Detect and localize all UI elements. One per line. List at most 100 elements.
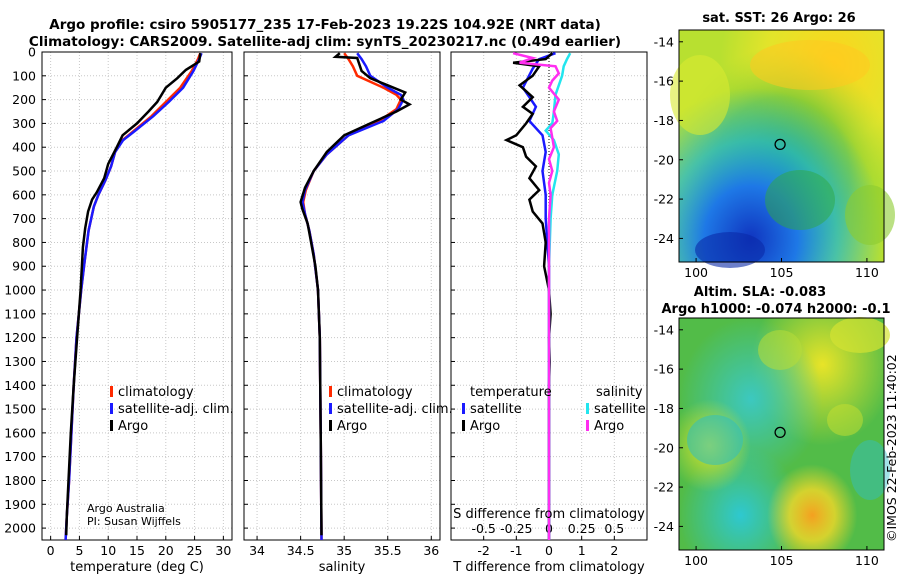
- x-tick-label: 5: [75, 543, 83, 558]
- legend-marker-climatology: [110, 386, 113, 397]
- map-lat-label: -16: [654, 74, 674, 89]
- t-difference-axis-ticks: -2 -1 0 1 2: [477, 543, 618, 558]
- map-lon-label: 105: [770, 553, 794, 568]
- x-tick-label: 15: [129, 543, 145, 558]
- depth-tick-label: 200: [12, 92, 36, 107]
- map-lon-label: 110: [855, 265, 879, 280]
- depth-tick-label: 1500: [4, 402, 36, 417]
- depth-tick-label: 1400: [4, 378, 36, 393]
- credit-pi: PI: Susan Wijffels: [87, 515, 181, 528]
- legend-label-climatology: climatology: [118, 385, 194, 400]
- map-lat-label: -20: [654, 440, 674, 455]
- x-tick-label: 34: [249, 543, 265, 558]
- depth-axis-ticks: 0 100 200 300 400 500 600 700 800 900 1000 1100 1200…: [4, 45, 36, 536]
- x-tick-label: 25: [187, 543, 203, 558]
- credit-institution: Argo Australia: [87, 502, 165, 515]
- s-diff-tick-label: 0.25: [568, 521, 596, 536]
- legend-marker-argo: [329, 420, 332, 431]
- depth-tick-label: 1000: [4, 283, 36, 298]
- depth-tick-label: 600: [12, 187, 36, 202]
- map-lat-label: -22: [654, 192, 674, 207]
- t-difference-axis-label: T difference from climatology: [452, 560, 645, 575]
- depth-tick-label: 400: [12, 140, 36, 155]
- legend-marker-argo: [110, 420, 113, 431]
- x-tick-label: 0: [47, 543, 55, 558]
- depth-tick-label: 1600: [4, 425, 36, 440]
- temperature-argo-difference-line: [503, 52, 554, 540]
- depth-tick-label: 1900: [4, 497, 36, 512]
- depth-tick-label: 900: [12, 259, 36, 274]
- temperature-axis-label: temperature (deg C): [70, 560, 204, 575]
- depth-tick-label: 1300: [4, 354, 36, 369]
- sla-heatmap: [679, 317, 890, 550]
- salinity-panel: 34 34.5 35 35.5 36 salinity climatology sate…: [243, 51, 453, 575]
- salinity-axes-frame: [243, 51, 441, 541]
- x-tick-label: 30: [215, 543, 231, 558]
- legend-marker-climatology: [329, 386, 332, 397]
- depth-tick-label: 1700: [4, 449, 36, 464]
- x-tick-label: 34.5: [287, 543, 315, 558]
- legend-label-climatology: climatology: [337, 385, 413, 400]
- sla-map-panel: Altim. SLA: -0.083 Argo h1000: -0.074 h2…: [654, 285, 891, 568]
- salinity-argo-line: [299, 52, 413, 536]
- legend-marker-t-argo: [462, 420, 465, 431]
- legend-label-t-argo: Argo: [470, 419, 500, 434]
- salinity-argo-difference-line: [512, 52, 561, 540]
- map-lon-label: 100: [684, 553, 708, 568]
- temperature-axis-ticks: 0 5 10 15 20 25 30: [47, 543, 232, 558]
- sst-map-title: sat. SST: 26 Argo: 26: [702, 11, 855, 26]
- legend-marker-satellite: [110, 403, 113, 414]
- figure-title-line1: Argo profile: csiro 5905177_235 17-Feb-2…: [49, 17, 600, 33]
- legend-title-temperature: temperature: [470, 385, 552, 400]
- sst-argo-location-marker: [774, 138, 786, 151]
- legend-marker-s-satellite: [586, 403, 589, 414]
- sst-heatmap: [670, 30, 895, 268]
- imos-watermark: ©IMOS 22-Feb-2023 11:40:02: [884, 354, 899, 542]
- map-lat-label: -24: [654, 519, 674, 534]
- depth-tick-label: 1200: [4, 330, 36, 345]
- map-lat-label: -18: [654, 401, 674, 416]
- salinity-axis-ticks: 34 34.5 35 35.5 36: [249, 543, 439, 558]
- legend-label-s-argo: Argo: [594, 419, 624, 434]
- legend-label-argo: Argo: [118, 419, 148, 434]
- x-tick-label: -2: [477, 543, 489, 558]
- map-lat-label: -14: [654, 34, 674, 49]
- difference-legend: temperature satellite Argo salinity sate…: [462, 385, 646, 434]
- map-lat-label: -24: [654, 231, 674, 246]
- depth-tick-label: 1800: [4, 473, 36, 488]
- map-lat-label: -16: [654, 362, 674, 377]
- x-tick-label: 2: [610, 543, 618, 558]
- legend-label-t-satellite: satellite: [470, 402, 522, 417]
- depth-tick-label: 0: [28, 45, 36, 60]
- sst-map-ticks: 100 105 110 -14 -16 -18 -20 -22 -24: [654, 34, 879, 280]
- map-lat-label: -22: [654, 480, 674, 495]
- depth-tick-label: 100: [12, 68, 36, 83]
- map-lat-label: -20: [654, 152, 674, 167]
- x-tick-label: 35.5: [374, 543, 402, 558]
- map-lat-label: -18: [654, 113, 674, 128]
- map-lat-label: -14: [654, 322, 674, 337]
- s-difference-axis-label: S difference from climatology: [453, 507, 645, 522]
- salinity-grid: [244, 51, 440, 540]
- salinity-legend: climatology satellite-adj. clim. Argo: [329, 385, 453, 434]
- map-lon-label: 110: [855, 553, 879, 568]
- legend-label-s-satellite: satellite: [594, 402, 646, 417]
- map-lon-label: 100: [684, 265, 708, 280]
- depth-tick-label: 700: [12, 211, 36, 226]
- depth-tick-label: 2000: [4, 521, 36, 536]
- s-diff-tick-label: -0.5: [471, 521, 495, 536]
- x-tick-label: -1: [510, 543, 522, 558]
- temperature-axes-frame: [41, 51, 233, 541]
- legend-marker-satellite: [329, 403, 332, 414]
- salinity-axis-label: salinity: [319, 560, 366, 575]
- x-tick-label: 36: [423, 543, 439, 558]
- s-diff-tick-label: 0.5: [604, 521, 624, 536]
- temperature-legend: climatology satellite-adj. clim. Argo: [110, 385, 234, 434]
- x-tick-label: 1: [578, 543, 586, 558]
- sla-map-subtitle: Argo h1000: -0.074 h2000: -0.1: [661, 302, 890, 317]
- legend-marker-t-satellite: [462, 403, 465, 414]
- sla-map-ticks: 100 105 110 -14 -16 -18 -20 -22 -24: [654, 322, 879, 568]
- sst-map-panel: sat. SST: 26 Argo: 26 100 105 110 -14 -16 -18…: [654, 11, 895, 280]
- difference-panel: -2 -1 0 1 2 -0.5 -0.25 0 0.25 0.5 S difference f…: [450, 51, 648, 575]
